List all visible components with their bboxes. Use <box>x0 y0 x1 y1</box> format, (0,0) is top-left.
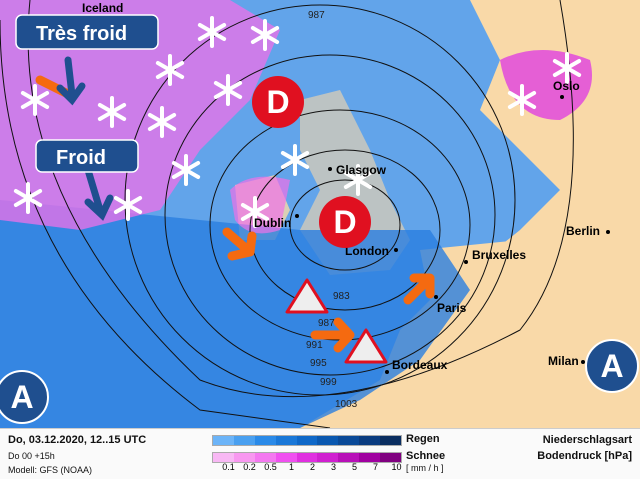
tick-label: 1 <box>288 462 294 472</box>
forecast-date: Do, 03.12.2020, 12..15 UTC <box>8 434 147 446</box>
city-berlin: Berlin <box>566 224 600 238</box>
model-name: Modell: GFS (NOAA) <box>8 465 93 475</box>
isobar-label: 1003 <box>335 399 358 410</box>
isobar-label: 983 <box>333 291 350 302</box>
tick-label: 5 <box>351 462 357 472</box>
storm-warning-icon <box>285 278 388 364</box>
snow-swatch <box>317 453 339 462</box>
rain-swatch <box>275 436 297 445</box>
legend-title-type: Niederschlagsart <box>542 434 632 446</box>
tick-label: 2 <box>309 462 315 472</box>
snowflake-icon <box>507 84 537 116</box>
legend: Do, 03.12.2020, 12..15 UTC Do 00 +15h Mo… <box>0 428 640 479</box>
snowflake-icon <box>280 144 310 176</box>
svg-text:D: D <box>266 84 289 120</box>
city-dublin: Dublin <box>254 216 291 230</box>
snowflake-icon <box>552 52 582 84</box>
scale-ticks: 0.1 0.2 0.5 1 2 3 5 7 10 <box>218 462 407 472</box>
snow-swatch <box>338 453 360 462</box>
label-very-cold: Très froid <box>15 14 159 50</box>
snowflake-icon <box>13 182 43 214</box>
model-run: Do 00 +15h <box>8 451 55 461</box>
cold-arrow <box>56 56 86 106</box>
rain-swatch <box>296 436 318 445</box>
snowflake-icon <box>155 54 185 86</box>
snow-label: Schnee <box>406 450 446 462</box>
city-paris: Paris <box>437 301 467 315</box>
rain-swatch <box>233 436 255 445</box>
city-iceland: Iceland <box>82 1 123 15</box>
rain-swatch <box>380 436 402 445</box>
legend-title-pressure: Bodendruck [hPa] <box>537 450 632 462</box>
snow-swatch <box>275 453 297 462</box>
svg-text:Très froid: Très froid <box>36 23 127 45</box>
snowflake-icon <box>171 154 201 186</box>
snow-swatch <box>233 453 255 462</box>
city-bruxelles: Bruxelles <box>472 248 526 262</box>
rain-swatch <box>254 436 276 445</box>
wind-arrows <box>35 75 435 353</box>
low-pressure-marker: D D <box>252 76 371 248</box>
isobar-label: 991 <box>306 340 323 351</box>
rain-swatch <box>359 436 381 445</box>
city-bordeaux: Bordeaux <box>392 358 448 372</box>
snowflake-icon <box>197 16 227 48</box>
tick-label: 3 <box>330 462 336 472</box>
tick-label: 10 <box>391 462 402 472</box>
snowflake-icon <box>113 189 143 221</box>
snowflake-icon <box>240 196 270 228</box>
rain-swatch <box>213 436 234 445</box>
city-glasgow: Glasgow <box>336 163 387 177</box>
tick-label: 0.1 <box>222 462 235 472</box>
isobar-label: 987 <box>318 318 335 329</box>
city-labels: Iceland Oslo Glasgow Dublin London Bruxe… <box>82 1 610 374</box>
rain-swatch <box>338 436 360 445</box>
land-france <box>300 240 600 428</box>
svg-text:A: A <box>10 379 33 415</box>
isobar-label: 995 <box>310 358 327 369</box>
rain-scale <box>212 435 402 446</box>
isobar-label: 987 <box>308 10 325 21</box>
svg-text:A: A <box>600 348 623 384</box>
city-oslo: Oslo <box>553 79 580 93</box>
city-london: London <box>345 244 389 258</box>
snowflake-icon <box>147 106 177 138</box>
snowflake-icon <box>343 164 373 196</box>
svg-text:D: D <box>333 204 356 240</box>
unit-label: [ mm / h ] <box>406 463 444 473</box>
isobar-label: 999 <box>320 377 337 388</box>
snow-swatch <box>380 453 402 462</box>
tick-label: 0.5 <box>264 462 277 472</box>
snowflake-icon <box>20 84 50 116</box>
weather-map: 987 983 987 991 995 999 1003 Iceland Osl… <box>0 0 640 428</box>
snow-scale <box>212 452 402 463</box>
snow-swatch <box>213 453 234 462</box>
high-pressure-marker: A A <box>0 339 639 424</box>
snowflake-icon <box>97 96 127 128</box>
cold-arrow <box>84 166 114 221</box>
rain-swatch <box>317 436 339 445</box>
snow-swatch <box>254 453 276 462</box>
tick-label: 0.2 <box>243 462 256 472</box>
snowflake-icon <box>213 74 243 106</box>
rain-label: Regen <box>406 433 440 445</box>
tick-label: 7 <box>372 462 378 472</box>
city-milan: Milan <box>548 354 579 368</box>
snow-swatch <box>359 453 381 462</box>
label-cold: Froid <box>35 139 139 173</box>
svg-text:Froid: Froid <box>56 147 106 169</box>
snow-swatch <box>296 453 318 462</box>
snowflake-icon <box>250 19 280 51</box>
